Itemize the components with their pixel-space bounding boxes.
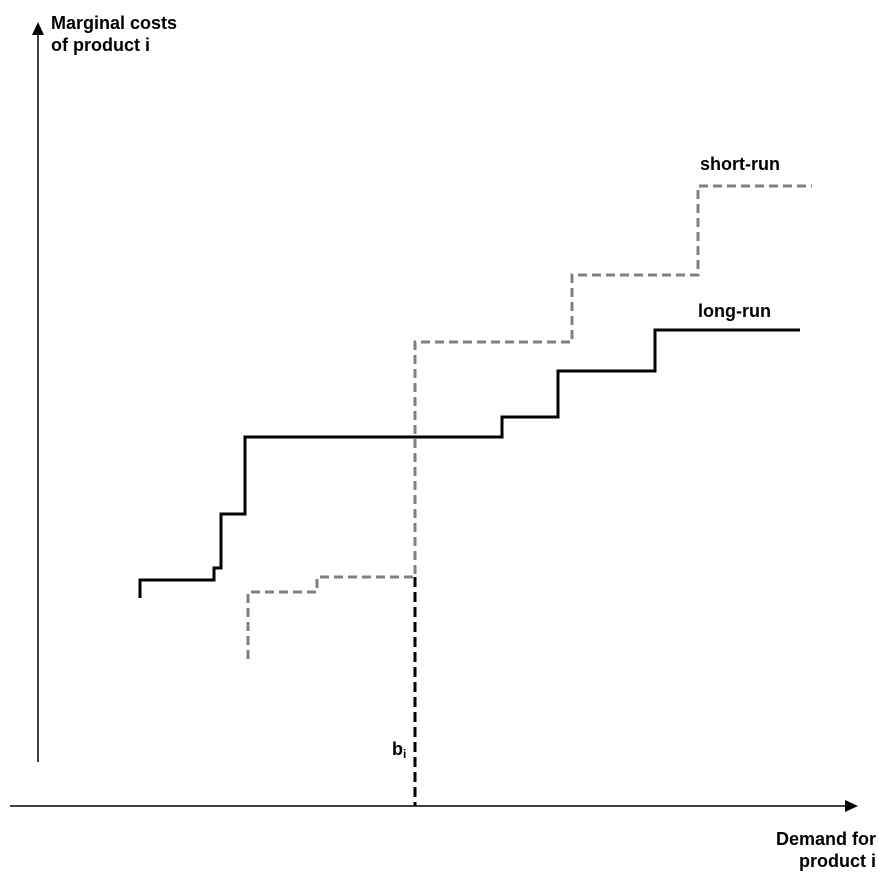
short-run-curve bbox=[246, 184, 812, 659]
bi-marker-base: b bbox=[392, 739, 403, 759]
bi-marker-label: bi bbox=[392, 738, 406, 765]
y-axis-arrowhead bbox=[32, 22, 44, 35]
x-axis-label-line1: Demand for bbox=[775, 829, 876, 849]
y-axis-label-line1: Marginal costs bbox=[51, 13, 178, 33]
y-axis-label-line2: of product i bbox=[51, 35, 150, 55]
x-axis-label: Demand for product i bbox=[776, 828, 876, 872]
long-run-curve bbox=[138, 328, 800, 598]
long-run-label: long-run bbox=[698, 301, 771, 321]
x-axis-arrowhead bbox=[845, 800, 858, 812]
x-axis-label-line2: product i bbox=[799, 851, 876, 871]
short-run-label: short-run bbox=[700, 154, 780, 174]
y-axis-label: Marginal costs of product i bbox=[51, 12, 177, 56]
bi-marker-subscript: i bbox=[403, 747, 407, 761]
